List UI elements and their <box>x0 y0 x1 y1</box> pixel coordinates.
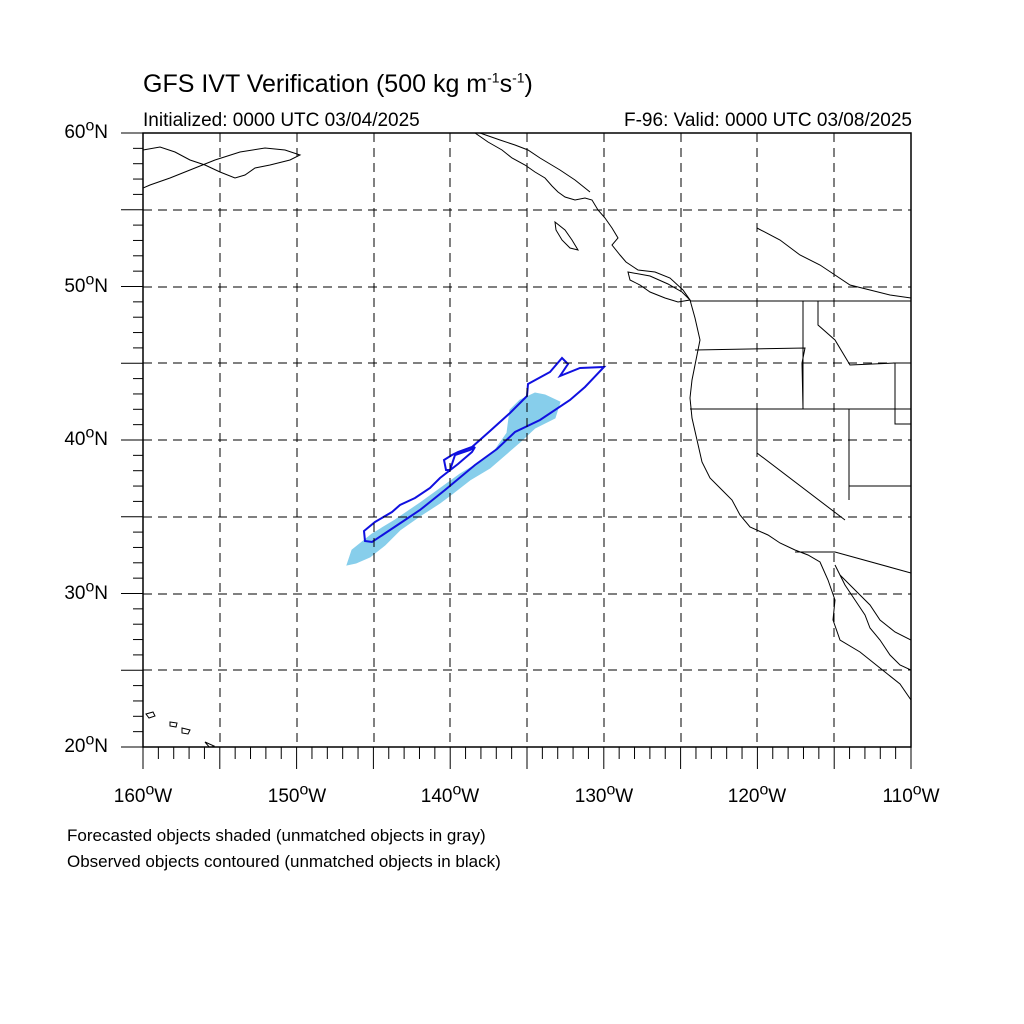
haida-gwaii <box>554 220 580 251</box>
lat-label-50: 50oN <box>64 271 108 297</box>
hawaii-islands <box>145 711 216 747</box>
lat-label-20: 20oN <box>64 731 108 757</box>
lon-label-110: 110oW <box>882 781 940 807</box>
lon-label-130: 130oW <box>574 781 634 807</box>
coastline-north-america <box>474 133 911 701</box>
mexico-mainland-coast <box>839 574 911 641</box>
forecast-object-fill <box>346 392 561 566</box>
legend-note-observed: Observed objects contoured (unmatched ob… <box>67 852 501 871</box>
lat-label-60: 60oN <box>64 117 108 143</box>
lon-label-120: 120oW <box>727 781 787 807</box>
state-border-wa-or <box>694 347 806 410</box>
observed-object-contour <box>362 356 607 544</box>
us-mexico-border <box>795 551 911 574</box>
state-border-ca-nv <box>756 409 846 521</box>
map-title: GFS IVT Verification (500 kg m-1s-1) <box>143 69 533 98</box>
canada-coast-interior <box>756 227 911 299</box>
alaska-panhandle <box>479 133 591 193</box>
state-border-mt <box>817 301 896 366</box>
initialized-label: Initialized: 0000 UTC 03/04/2025 <box>143 110 420 131</box>
lat-label-30: 30oN <box>64 578 108 604</box>
lon-label-140: 140oW <box>420 781 480 807</box>
baja-california <box>834 564 911 671</box>
state-border-wy <box>894 362 911 425</box>
valid-time-label: F-96: Valid: 0000 UTC 03/08/2025 <box>624 110 912 131</box>
lon-label-160: 160oW <box>113 781 173 807</box>
vancouver-island <box>627 271 692 303</box>
coastline-alaska <box>143 146 302 189</box>
lon-label-150: 150oW <box>267 781 327 807</box>
lat-label-40: 40oN <box>64 424 108 450</box>
legend-note-forecast: Forecasted objects shaded (unmatched obj… <box>67 826 486 845</box>
